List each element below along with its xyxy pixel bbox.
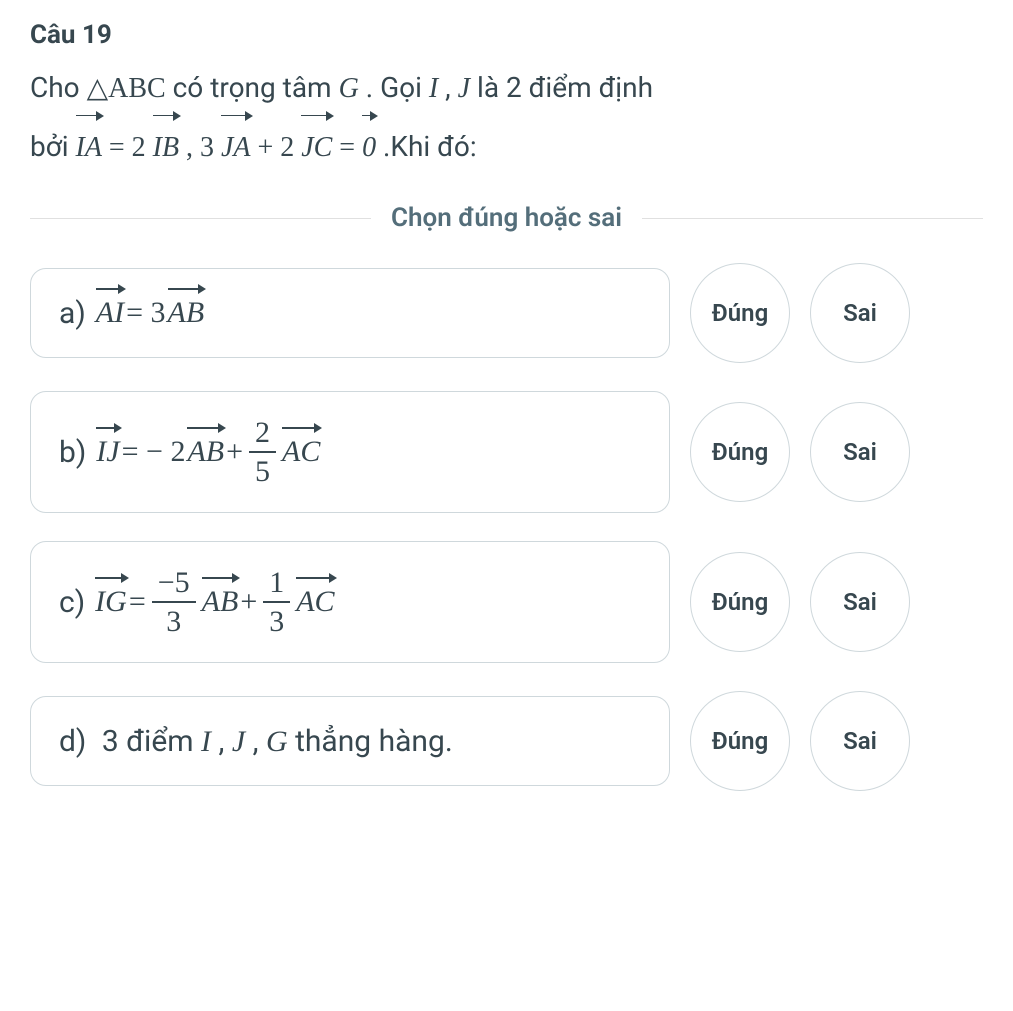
option-b-label: b) (59, 435, 86, 470)
option-a-false-button[interactable]: Sai (810, 263, 910, 363)
option-d-c2: , (253, 724, 266, 759)
option-c-vec2: AB (202, 585, 239, 619)
option-c-frac2-den: 3 (263, 603, 290, 638)
text-mid2: . Gọi (366, 71, 429, 104)
option-d-j: J (232, 725, 245, 758)
option-d-g: G (266, 725, 288, 758)
question-text-line1: Cho △ABC có trọng tâm G . Gọi I , J là 2… (30, 66, 983, 112)
option-row-c: c) IG = −5 3 AB + 1 3 AC Đúng Sai (30, 541, 983, 663)
line2-suffix: .Khi đó: (383, 130, 477, 163)
option-b-vec1: IJ (96, 435, 119, 469)
vec-jc: JC (301, 123, 332, 173)
option-b-vec2: AB (187, 435, 224, 469)
divider-line-left (30, 218, 371, 219)
option-c-frac1: −5 3 (152, 566, 196, 638)
option-d-c1: , (218, 724, 231, 759)
option-c-vec3: AC (296, 585, 334, 619)
vec-zero: 0 (362, 123, 376, 173)
option-d-text1: 3 điểm (102, 724, 201, 759)
option-d-false-button[interactable]: Sai (810, 691, 910, 791)
text-mid1: có trọng tâm (173, 71, 339, 104)
option-b-mid1: = − 2 (122, 435, 186, 469)
var-g: G (339, 73, 359, 104)
divider: Chọn đúng hoặc sai (30, 203, 983, 233)
option-a-label: a) (59, 296, 86, 331)
option-c-frac1-num: −5 (152, 566, 196, 603)
option-c-true-button[interactable]: Đúng (690, 552, 790, 652)
option-d-i: I (201, 725, 211, 758)
comma1: , (445, 71, 457, 104)
question-text-line2: bởi IA = 2 IB , 3 JA + 2 JC = 0 .Khi đó: (30, 122, 983, 173)
option-c-frac2-num: 1 (263, 566, 290, 603)
option-b-frac: 2 5 (249, 416, 276, 488)
option-a-true-button[interactable]: Đúng (690, 263, 790, 363)
var-i: I (429, 73, 438, 104)
option-a-vec2: AB (168, 296, 205, 330)
option-row-d: d) 3 điểm I , J , G thẳng hàng. Đúng Sai (30, 691, 983, 791)
option-row-b: b) IJ = − 2 AB + 2 5 AC Đúng Sai (30, 391, 983, 513)
plus1: + 2 (257, 132, 294, 163)
question-number: Câu 19 (30, 20, 983, 50)
option-d: d) 3 điểm I , J , G thẳng hàng. (30, 696, 670, 786)
option-d-label: d) (59, 724, 94, 759)
option-b-mid2: + (226, 435, 243, 469)
vec-ja: JA (221, 123, 251, 173)
option-row-a: a) AI = 3 AB Đúng Sai (30, 263, 983, 363)
option-c: c) IG = −5 3 AB + 1 3 AC (30, 541, 670, 663)
triangle-abc: △ABC (87, 73, 166, 104)
comma2: , 3 (186, 132, 214, 163)
var-j: J (458, 73, 470, 104)
text-prefix: Cho (30, 71, 87, 104)
option-a: a) AI = 3 AB (30, 268, 670, 358)
option-d-true-button[interactable]: Đúng (690, 691, 790, 791)
option-b-frac-num: 2 (249, 416, 276, 453)
line2-prefix: bởi (30, 130, 76, 163)
vec-ia: IA (76, 123, 102, 173)
divider-text: Chọn đúng hoặc sai (371, 203, 642, 233)
divider-line-right (642, 218, 983, 219)
option-c-frac2: 1 3 (263, 566, 290, 638)
option-c-frac1-den: 3 (160, 603, 187, 638)
option-b-vec3: AC (282, 435, 320, 469)
option-c-vec1: IG (95, 585, 127, 619)
option-b-frac-den: 5 (249, 453, 276, 488)
option-c-mid1: = (129, 585, 146, 619)
option-a-vec1: AI (96, 296, 124, 330)
option-b-true-button[interactable]: Đúng (690, 402, 790, 502)
option-c-label: c) (59, 585, 85, 620)
option-d-text2: thẳng hàng. (295, 724, 453, 759)
option-c-mid2: + (240, 585, 257, 619)
option-a-mid: = 3 (126, 296, 165, 330)
option-b: b) IJ = − 2 AB + 2 5 AC (30, 391, 670, 513)
option-b-false-button[interactable]: Sai (810, 402, 910, 502)
text-suffix1: là 2 điểm định (477, 71, 653, 104)
option-c-false-button[interactable]: Sai (810, 552, 910, 652)
vec-ib: IB (153, 123, 179, 173)
eq2: = (339, 132, 362, 163)
eq1: = 2 (109, 132, 146, 163)
